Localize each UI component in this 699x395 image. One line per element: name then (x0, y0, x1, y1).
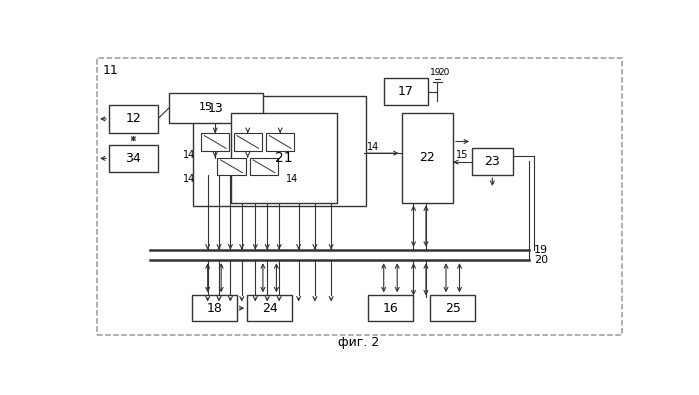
Text: 15: 15 (199, 102, 212, 112)
Text: 13: 13 (208, 102, 224, 115)
Text: 15: 15 (456, 150, 468, 160)
Text: 12: 12 (126, 112, 141, 125)
Bar (247, 295, 292, 321)
Text: 14: 14 (286, 175, 298, 184)
Bar (193, 96, 366, 205)
Bar (201, 133, 229, 151)
Bar (250, 158, 278, 175)
Bar (109, 105, 158, 133)
Text: 22: 22 (419, 151, 435, 164)
Bar (384, 78, 428, 105)
Text: 16: 16 (382, 302, 398, 315)
Text: 19: 19 (534, 245, 549, 255)
Text: 14: 14 (367, 141, 379, 152)
Text: 14: 14 (182, 175, 195, 184)
Text: 11: 11 (103, 64, 118, 77)
Text: 20: 20 (438, 68, 449, 77)
Text: фиг. 2: фиг. 2 (338, 336, 379, 349)
Text: 17: 17 (398, 85, 414, 98)
Text: 18: 18 (206, 302, 222, 315)
Bar (231, 113, 337, 203)
Bar (472, 148, 512, 175)
Bar (368, 295, 413, 321)
Text: 24: 24 (262, 302, 278, 315)
Bar (192, 295, 237, 321)
Bar (401, 113, 453, 203)
Bar (109, 145, 158, 172)
Bar (168, 93, 264, 123)
Text: 20: 20 (534, 255, 549, 265)
Text: 25: 25 (445, 302, 461, 315)
Bar (233, 133, 262, 151)
Text: 21: 21 (275, 150, 293, 165)
Text: 23: 23 (484, 155, 500, 168)
Text: 14: 14 (182, 150, 195, 160)
Text: 19: 19 (430, 68, 441, 77)
Bar (431, 295, 475, 321)
Bar (217, 158, 245, 175)
Bar (266, 133, 294, 151)
Text: 34: 34 (126, 152, 141, 165)
